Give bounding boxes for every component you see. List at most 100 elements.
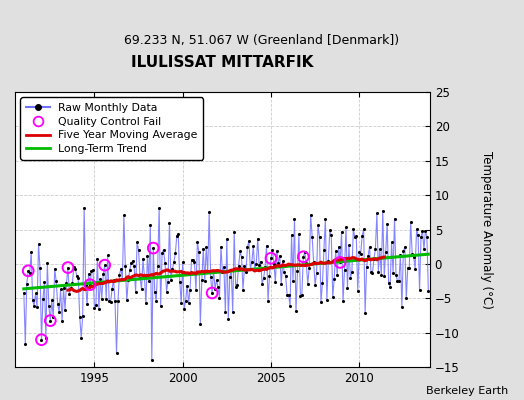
Point — [377, 272, 386, 278]
Point — [97, 296, 106, 302]
Point — [193, 239, 202, 246]
Point — [363, 264, 371, 270]
Point — [281, 273, 290, 280]
Point — [124, 277, 133, 283]
Point — [136, 274, 144, 281]
Point — [83, 301, 91, 308]
Point — [212, 277, 221, 283]
Point — [237, 254, 246, 260]
Point — [301, 249, 309, 256]
Point — [24, 268, 32, 274]
Point — [36, 265, 44, 272]
Point — [42, 335, 50, 341]
Point — [271, 279, 280, 285]
Point — [75, 314, 84, 320]
Point — [196, 321, 204, 328]
Point — [37, 336, 46, 343]
Point — [421, 228, 430, 234]
Point — [155, 205, 163, 211]
Point — [220, 263, 228, 270]
Point — [399, 248, 408, 255]
Point — [277, 281, 286, 287]
Point — [398, 304, 406, 310]
Point — [308, 233, 316, 240]
Point — [354, 288, 362, 295]
Point — [62, 280, 71, 286]
Point — [374, 268, 383, 275]
Point — [293, 268, 302, 274]
Point — [395, 278, 403, 284]
Point — [364, 253, 372, 260]
Point — [381, 249, 390, 256]
Point — [55, 309, 63, 315]
Point — [252, 260, 260, 267]
Point — [111, 298, 119, 305]
Point — [101, 262, 109, 268]
Point — [140, 274, 149, 280]
Point — [39, 296, 47, 302]
Point — [230, 229, 238, 235]
Point — [99, 271, 107, 278]
Point — [64, 264, 72, 271]
Point — [424, 288, 432, 294]
Point — [317, 299, 325, 305]
Point — [208, 290, 216, 296]
Point — [133, 239, 141, 246]
Point — [402, 295, 410, 302]
Point — [327, 232, 335, 238]
Point — [249, 243, 257, 250]
Point — [126, 267, 134, 274]
Point — [165, 220, 173, 226]
Point — [198, 277, 206, 283]
Point — [336, 259, 344, 266]
Point — [423, 233, 431, 240]
Point — [71, 266, 80, 272]
Point — [287, 232, 296, 238]
Point — [146, 222, 155, 228]
Point — [149, 245, 158, 251]
Point — [64, 264, 72, 271]
Point — [181, 297, 190, 304]
Point — [171, 250, 180, 257]
Point — [205, 209, 213, 215]
Point — [342, 224, 350, 231]
Point — [188, 257, 196, 263]
Point — [30, 303, 38, 309]
Point — [276, 252, 284, 259]
Point — [256, 258, 265, 265]
Point — [101, 262, 109, 268]
Point — [392, 271, 400, 278]
Point — [110, 277, 118, 283]
Point — [172, 232, 181, 239]
Point — [67, 285, 75, 291]
Point — [420, 246, 428, 252]
Point — [164, 279, 172, 285]
Point — [119, 212, 128, 218]
Point — [86, 282, 94, 288]
Point — [45, 303, 53, 309]
Point — [323, 296, 331, 303]
Point — [115, 272, 124, 278]
Point — [33, 304, 41, 310]
Point — [123, 297, 131, 304]
Point — [92, 302, 100, 308]
Point — [24, 268, 32, 274]
Point — [236, 248, 244, 254]
Point — [330, 276, 339, 282]
Point — [68, 280, 77, 286]
Point — [176, 278, 184, 285]
Point — [373, 210, 381, 216]
Point — [35, 241, 43, 248]
Point — [170, 259, 178, 265]
Point — [58, 318, 66, 324]
Point — [184, 300, 193, 306]
Point — [321, 216, 330, 222]
Point — [46, 318, 54, 324]
Point — [268, 246, 277, 253]
Point — [336, 259, 344, 266]
Point — [351, 234, 359, 241]
Point — [152, 298, 160, 304]
Point — [192, 287, 200, 294]
Point — [280, 269, 288, 275]
Point — [130, 263, 138, 269]
